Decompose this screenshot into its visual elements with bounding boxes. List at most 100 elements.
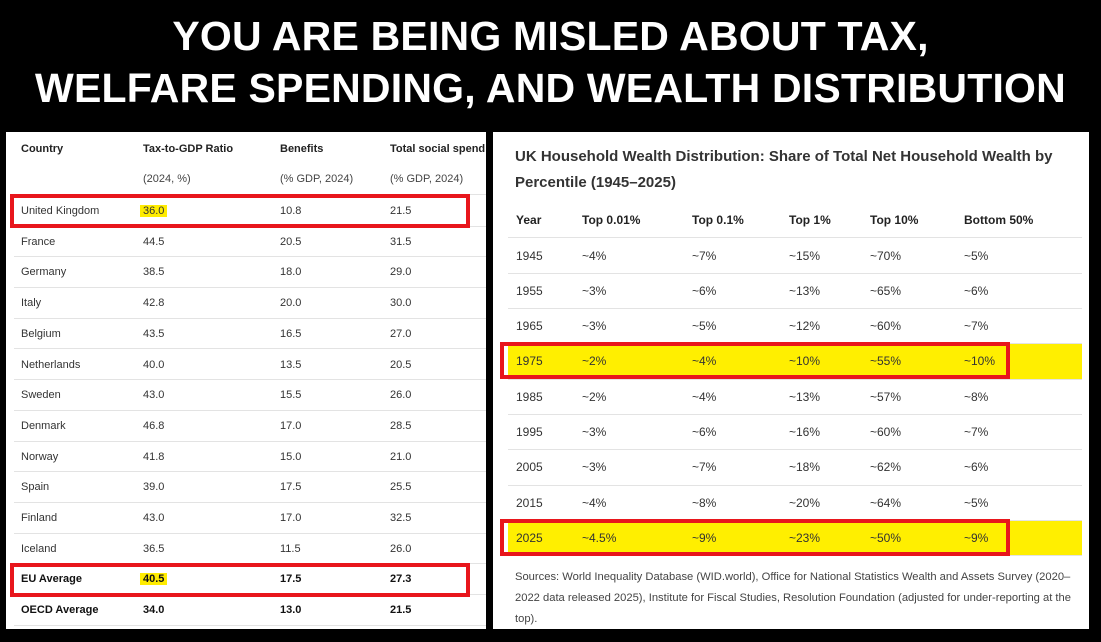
tax-welfare-table-panel: Country Tax-to-GDP Ratio Benefits Total … [6,132,486,629]
cell-value: Germany [21,266,67,279]
cell-total-social-spend: 26.0 [390,534,411,565]
header-top-01: Top 0.1% [692,213,744,227]
cell-benefits: 11.5 [280,534,301,565]
cell-top-10: ~57% [870,389,902,404]
table-row: 1965 ~3% ~5% ~12% ~60% ~7% [508,309,1082,345]
cell-benefits: 17.0 [280,411,301,442]
cell-country: United Kingdom [21,196,99,227]
cell-value: 43.0 [143,512,165,524]
cell-bottom-50: ~9% [964,530,989,545]
table-row: Italy 42.8 20.0 30.0 [14,288,486,319]
cell-tax-to-gdp: 43.5 [143,319,164,350]
cell-top-10: ~65% [870,283,902,298]
cell-top-10: ~60% [870,319,902,334]
cell-top-1: ~13% [789,389,821,404]
headline: YOU ARE BEING MISLED ABOUT TAX, WELFARE … [0,10,1101,114]
cell-value: 40.5 [140,573,168,586]
table-row: 2015 ~4% ~8% ~20% ~64% ~5% [508,486,1082,521]
cell-tax-to-gdp: 39.0 [143,472,164,503]
cell-top-10: ~60% [870,425,902,439]
cell-top-10: ~50% [870,530,902,545]
cell-top-001: ~4% [582,495,607,510]
header-top-001: Top 0.01% [582,213,641,227]
cell-value: 36.5 [143,542,165,555]
cell-tax-to-gdp: 36.0 [140,196,168,227]
cell-value: 18.0 [280,266,302,279]
cell-value: 21.5 [390,205,412,217]
cell-value: 20.5 [280,235,302,248]
cell-value: Denmark [21,419,66,432]
cell-year: 1965 [516,319,543,334]
subheader-tax-to-gdp: (2024, %) [143,173,191,185]
cell-value: 34.0 [143,604,165,617]
cell-total-social-spend: 21.5 [390,196,411,227]
cell-value: 43.5 [143,327,165,340]
table-row: Spain 39.0 17.5 25.5 [14,472,486,503]
cell-top-1: ~15% [789,248,821,263]
cell-value: 28.5 [390,419,412,432]
cell-top-001: ~3% [582,283,607,298]
cell-value: 15.5 [280,389,302,402]
table-row: France 44.5 20.5 31.5 [14,227,486,258]
table-title: UK Household Wealth Distribution: Share … [515,148,1053,191]
cell-total-social-spend: 26.0 [390,380,411,411]
cell-country: Sweden [21,380,61,411]
cell-total-social-spend: 31.5 [390,227,411,258]
table-row: Sweden 43.0 15.5 26.0 [14,380,486,411]
header-top-1: Top 1% [789,213,831,227]
cell-value: Netherlands [21,358,81,371]
cell-value: 30.0 [390,297,412,310]
cell-value: 27.0 [390,327,412,340]
cell-value: 32.5 [390,512,412,524]
cell-benefits: 17.5 [280,564,301,595]
table-row: 1975 ~2% ~4% ~10% ~55% ~10% [508,344,1082,380]
cell-value: 20.5 [390,358,412,371]
cell-year: 1945 [516,248,543,263]
cell-country: Netherlands [21,350,80,381]
cell-value: 29.0 [390,266,412,279]
table-row: 1985 ~2% ~4% ~13% ~57% ~8% [508,380,1082,415]
cell-benefits: 13.0 [280,595,301,626]
cell-value: France [21,235,56,248]
cell-top-10: ~64% [870,495,902,510]
cell-bottom-50: ~6% [964,460,989,475]
cell-country: Germany [21,257,66,288]
header-top-10: Top 10% [870,213,919,227]
cell-top-01: ~7% [692,248,717,263]
cell-value: 44.5 [143,235,165,248]
header-total-social-spend: Total social spend [390,143,486,155]
subheader-benefits: (% GDP, 2024) [280,173,354,185]
cell-bottom-50: ~10% [964,354,996,369]
cell-top-01: ~6% [692,283,717,298]
cell-country: France [21,227,55,258]
headline-line-2: WELFARE SPENDING, AND WEALTH DISTRIBUTIO… [35,65,1066,111]
cell-year: 1975 [516,354,543,369]
cell-top-001: ~4.5% [582,530,617,545]
cell-top-001: ~4% [582,248,607,263]
cell-country: OECD Average [21,595,98,626]
cell-benefits: 18.0 [280,257,301,288]
table-row: 1995 ~3% ~6% ~16% ~60% ~7% [508,415,1082,451]
cell-top-1: ~20% [789,495,821,510]
cell-country: Spain [21,472,49,503]
cell-bottom-50: ~7% [964,319,989,334]
cell-value: 13.0 [280,604,302,617]
cell-value: 39.0 [143,481,165,494]
table-row: Finland 43.0 17.0 32.5 [14,503,486,534]
cell-top-1: ~23% [789,530,821,545]
cell-benefits: 20.5 [280,227,301,258]
cell-value: 40.0 [143,358,165,371]
cell-year: 2005 [516,460,543,475]
cell-value: 31.5 [390,235,412,248]
cell-tax-to-gdp: 43.0 [143,503,164,534]
cell-value: 41.8 [143,450,165,463]
cell-value: 10.8 [280,205,302,217]
cell-value: 17.5 [280,573,302,586]
cell-benefits: 20.0 [280,288,301,319]
cell-tax-to-gdp: 38.5 [143,257,164,288]
cell-top-1: ~13% [789,283,821,298]
cell-tax-to-gdp: 42.8 [143,288,164,319]
table-row: Iceland 36.5 11.5 26.0 [14,534,486,565]
cell-value: 11.5 [280,542,301,555]
cell-bottom-50: ~5% [964,495,989,510]
